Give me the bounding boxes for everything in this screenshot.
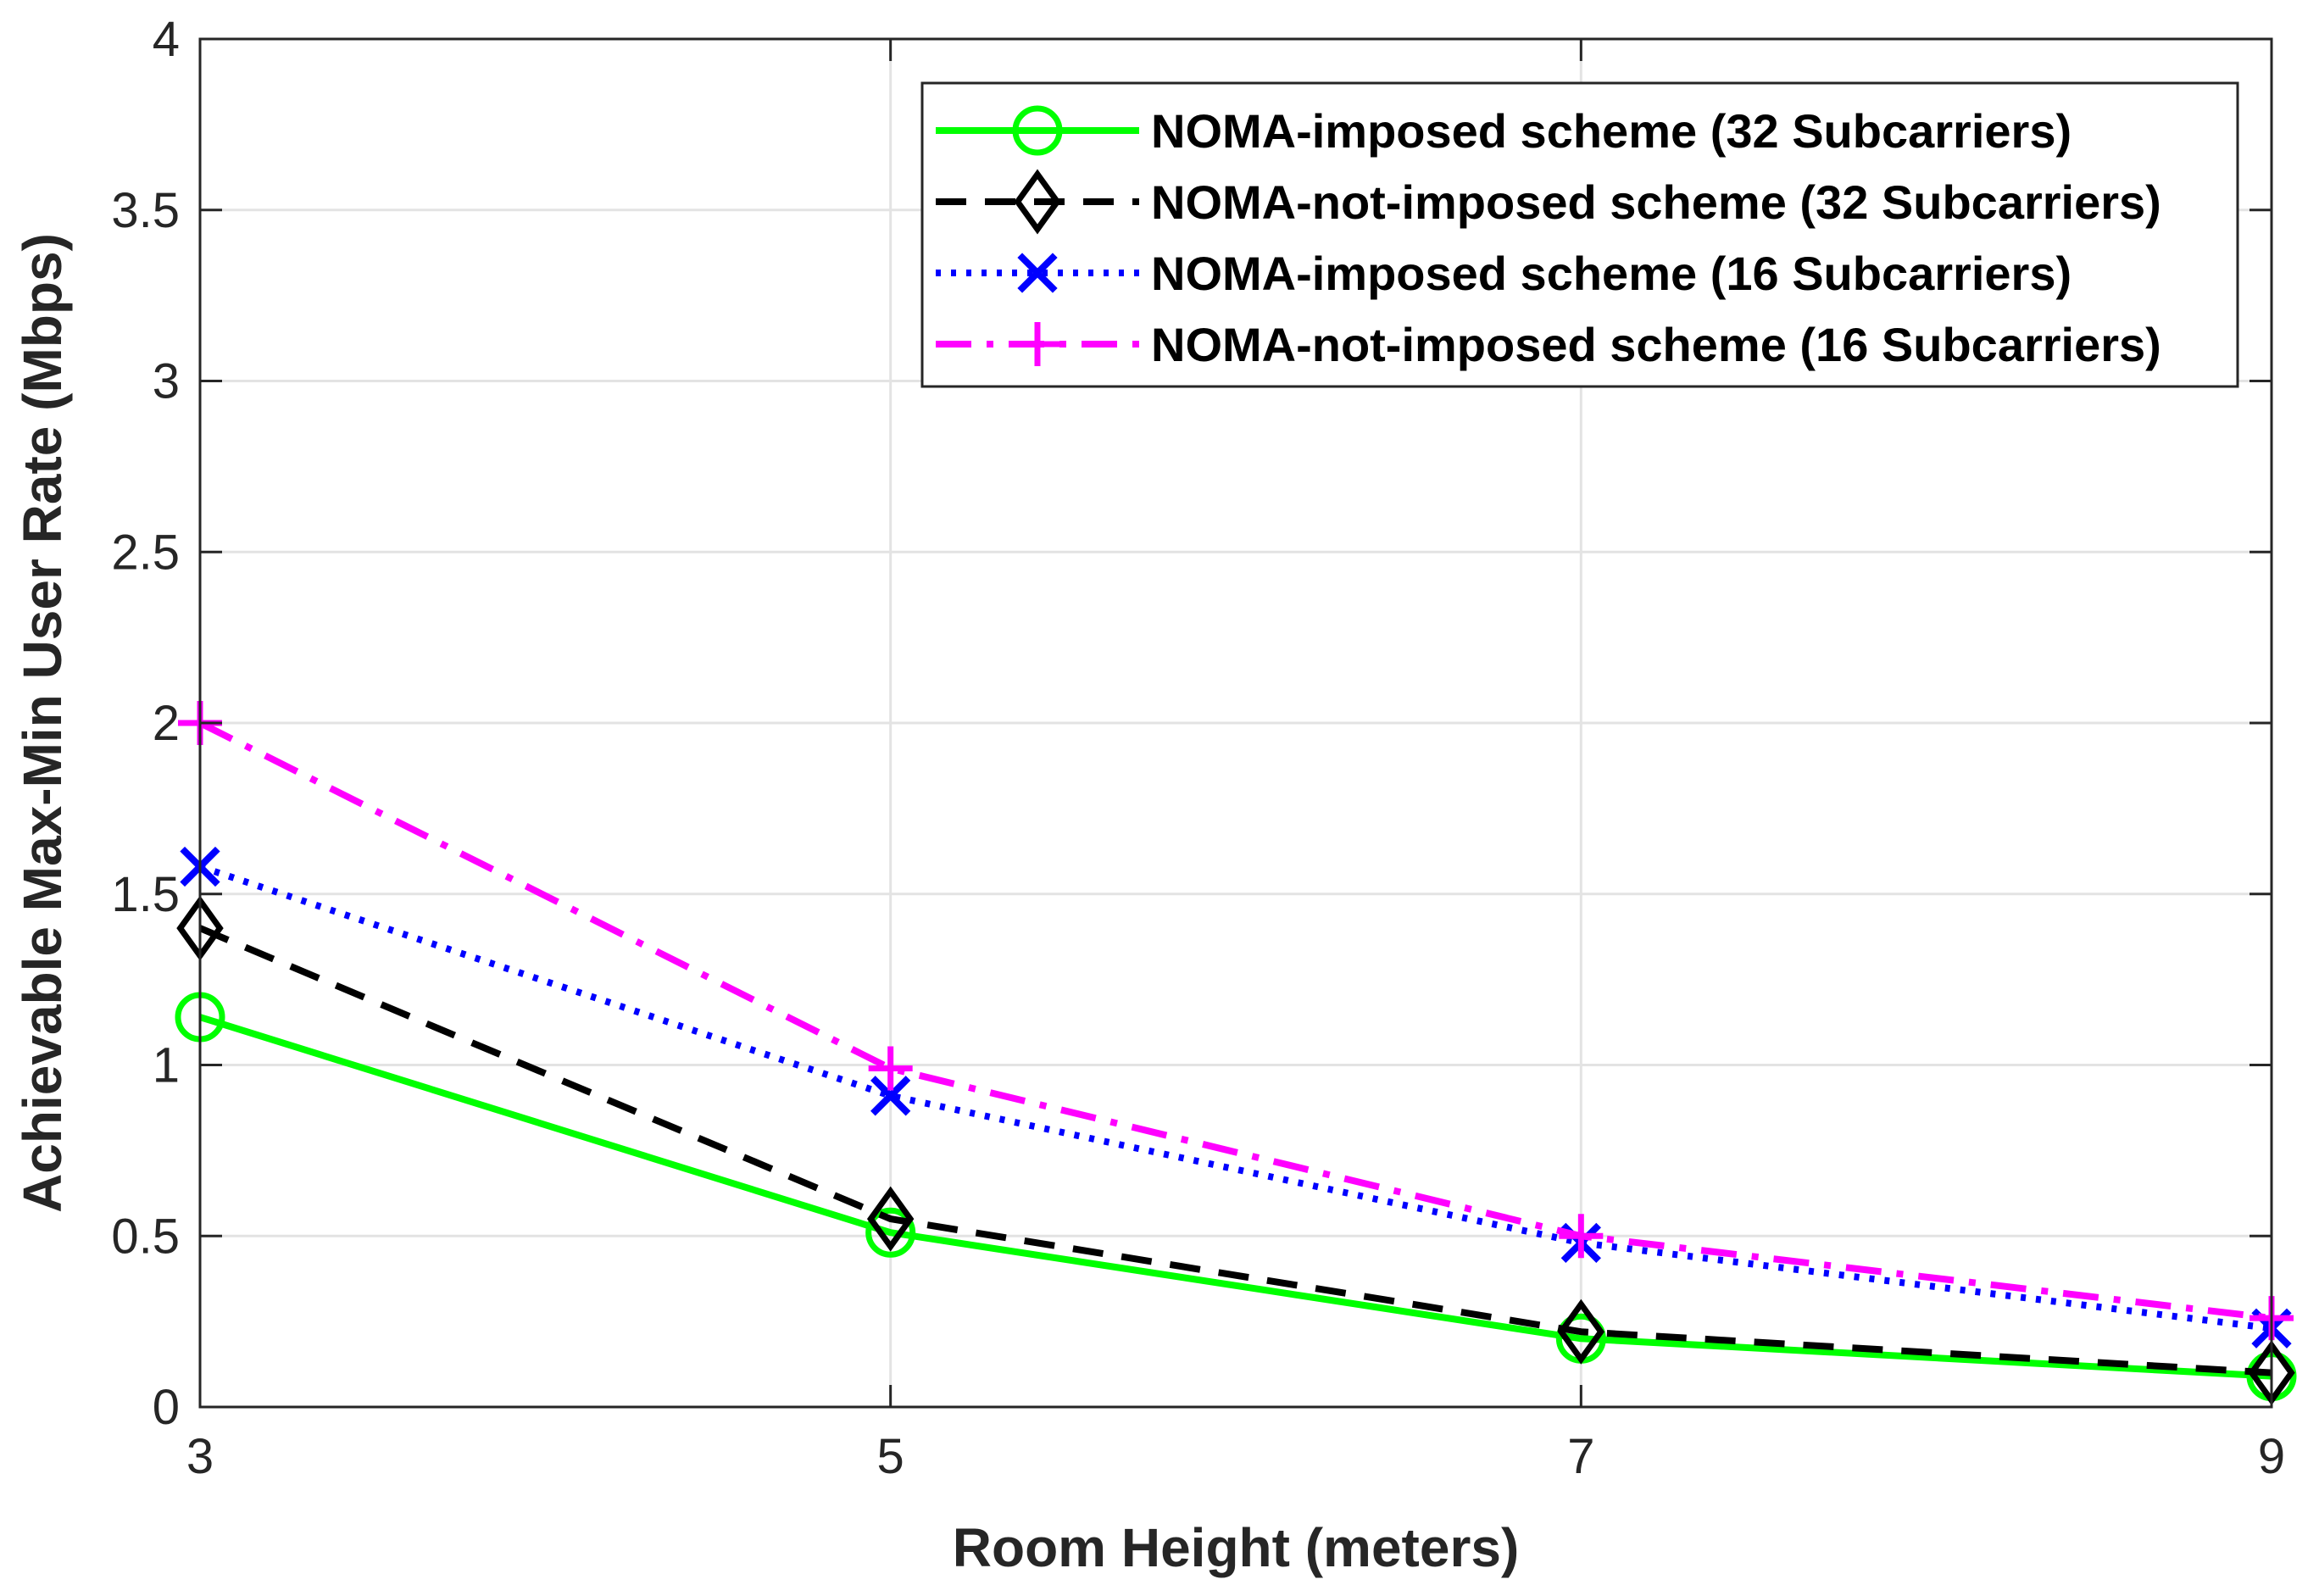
series-4-point	[1559, 1214, 1604, 1259]
y-axis-label: Achievable Max-Min User Rate (Mbps)	[12, 233, 73, 1213]
legend-label: NOMA-not-imposed scheme (32 Subcarriers)	[1151, 175, 2161, 229]
legend: NOMA-imposed scheme (32 Subcarriers) NOMA…	[920, 81, 2239, 388]
legend-entry-4: NOMA-not-imposed scheme (16 Subcarriers)	[936, 318, 2161, 371]
y-tick-label: 0	[153, 1380, 180, 1435]
legend-marker-stroke-b	[1017, 253, 1058, 293]
x-tick-label: 7	[1567, 1429, 1594, 1484]
legend-marker	[1012, 105, 1063, 156]
series-2-point	[1557, 1298, 1605, 1365]
legend-box	[920, 81, 2239, 388]
legend-entry-3: NOMA-imposed scheme (16 Subcarriers)	[936, 247, 2072, 300]
legend-entry-2: NOMA-not-imposed scheme (32 Subcarriers)	[936, 169, 2161, 235]
x-tick-label: 3	[186, 1429, 214, 1484]
series-1-line	[198, 1014, 2272, 1380]
series-2-line	[198, 925, 2272, 1376]
series-4-line	[198, 720, 2272, 1322]
legend-marker	[1015, 322, 1059, 366]
legend-marker	[1017, 253, 1058, 293]
y-tick-label: 2	[153, 696, 180, 751]
x-tick-label: 5	[877, 1429, 904, 1484]
x-axis-label: Room Height (meters)	[953, 1517, 1520, 1578]
series-3-point-stroke-b	[870, 1076, 911, 1116]
series-4-point	[868, 1046, 913, 1091]
legend-marker	[1014, 169, 1061, 235]
y-tick-label: 1.5	[111, 867, 180, 922]
y-tick-label: 3	[153, 354, 180, 409]
y-tick-label: 0.5	[111, 1209, 180, 1264]
legend-label: NOMA-imposed scheme (16 Subcarriers)	[1151, 247, 2072, 300]
y-tick-label: 4	[153, 12, 180, 67]
legend-entry-1: NOMA-imposed scheme (32 Subcarriers)	[936, 104, 2072, 158]
series-1-point	[865, 1207, 916, 1258]
y-tick-label: 2.5	[111, 525, 180, 580]
y-tick-label: 3.5	[111, 183, 180, 238]
y-tick-label: 1	[153, 1038, 180, 1093]
x-tick-label: 9	[2258, 1429, 2285, 1484]
legend-label: NOMA-not-imposed scheme (16 Subcarriers)	[1151, 318, 2161, 371]
series-3-point	[870, 1076, 911, 1116]
axis-ticks: 3 5 7 9 0 0.5 1 1.5 2 2.5 3 3.5 4	[111, 12, 2285, 1484]
series-2-point	[866, 1186, 915, 1252]
series-1	[175, 992, 2297, 1402]
legend-label: NOMA-imposed scheme (32 Subcarriers)	[1151, 104, 2072, 158]
